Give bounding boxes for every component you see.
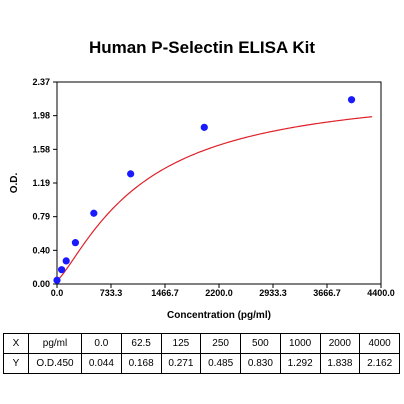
table-cell: 2000 — [319, 333, 361, 354]
x-tick-label: 2200.0 — [205, 288, 233, 298]
table-row-y: Y O.D.450 0.044 0.168 0.271 0.485 0.830 … — [3, 353, 400, 374]
table-row-x: X pg/ml 0.0 62.5 125 250 500 1000 2000 4… — [3, 333, 400, 354]
data-point — [347, 96, 356, 104]
x-tick-label: 4400.0 — [367, 288, 395, 298]
x-axis-label: Concentration (pg/ml) — [167, 310, 271, 321]
table-cell: 0.485 — [200, 353, 241, 374]
data-point — [58, 266, 66, 274]
table-cell: 250 — [200, 333, 241, 354]
data-point — [200, 123, 208, 131]
data-point — [90, 209, 98, 217]
y-tick-label: 2.37 — [32, 77, 50, 87]
fitted-curve — [56, 116, 373, 281]
table-row-y-unit: O.D.450 — [28, 353, 82, 374]
data-table: X pg/ml 0.0 62.5 125 250 500 1000 2000 4… — [3, 333, 400, 374]
plot-area: 0.0 733.3 1466.7 2200.0 2933.3 3666.7 4400.0 0.… — [9, 77, 395, 321]
table-cell: 0.168 — [120, 353, 162, 374]
table-cell: 4000 — [359, 333, 400, 354]
table-cell: 2.162 — [359, 353, 400, 374]
plot-frame — [56, 81, 382, 285]
table-row-y-header: Y — [3, 353, 29, 374]
table-cell: 1.292 — [279, 353, 321, 374]
table-cell: 0.0 — [81, 333, 122, 354]
chart-title: Human P-Selectin ELISA Kit — [88, 38, 316, 57]
table-cell: 1000 — [279, 333, 321, 354]
y-tick-label: 0.00 — [32, 279, 50, 289]
y-tick-label: 1.58 — [32, 144, 50, 154]
data-point — [62, 257, 70, 265]
x-tick-label: 3666.7 — [313, 288, 341, 298]
table-cell: 0.044 — [81, 353, 122, 374]
table-cell: 62.5 — [120, 333, 162, 354]
table-cell: 0.271 — [160, 353, 202, 374]
data-point — [127, 170, 135, 178]
y-tick-label: 1.98 — [32, 111, 50, 121]
table-row-x-unit: pg/ml — [28, 333, 82, 354]
y-axis-label: O.D. — [9, 173, 20, 194]
data-point — [53, 276, 61, 284]
y-tick-label: 0.40 — [32, 245, 50, 255]
x-tick-label: 0.0 — [51, 288, 64, 298]
x-tick-label: 2933.3 — [259, 288, 287, 298]
y-tick-label: 0.79 — [32, 212, 50, 222]
table-row-x-header: X — [3, 333, 29, 354]
x-tick-label: 733.3 — [100, 288, 123, 298]
x-tick-label: 1466.7 — [151, 288, 179, 298]
y-tick-label: 1.19 — [32, 178, 50, 188]
table-cell: 125 — [160, 333, 202, 354]
data-point — [71, 239, 80, 247]
table-cell: 0.830 — [240, 353, 281, 374]
table-cell: 1.838 — [319, 353, 361, 374]
table-cell: 500 — [240, 333, 281, 354]
